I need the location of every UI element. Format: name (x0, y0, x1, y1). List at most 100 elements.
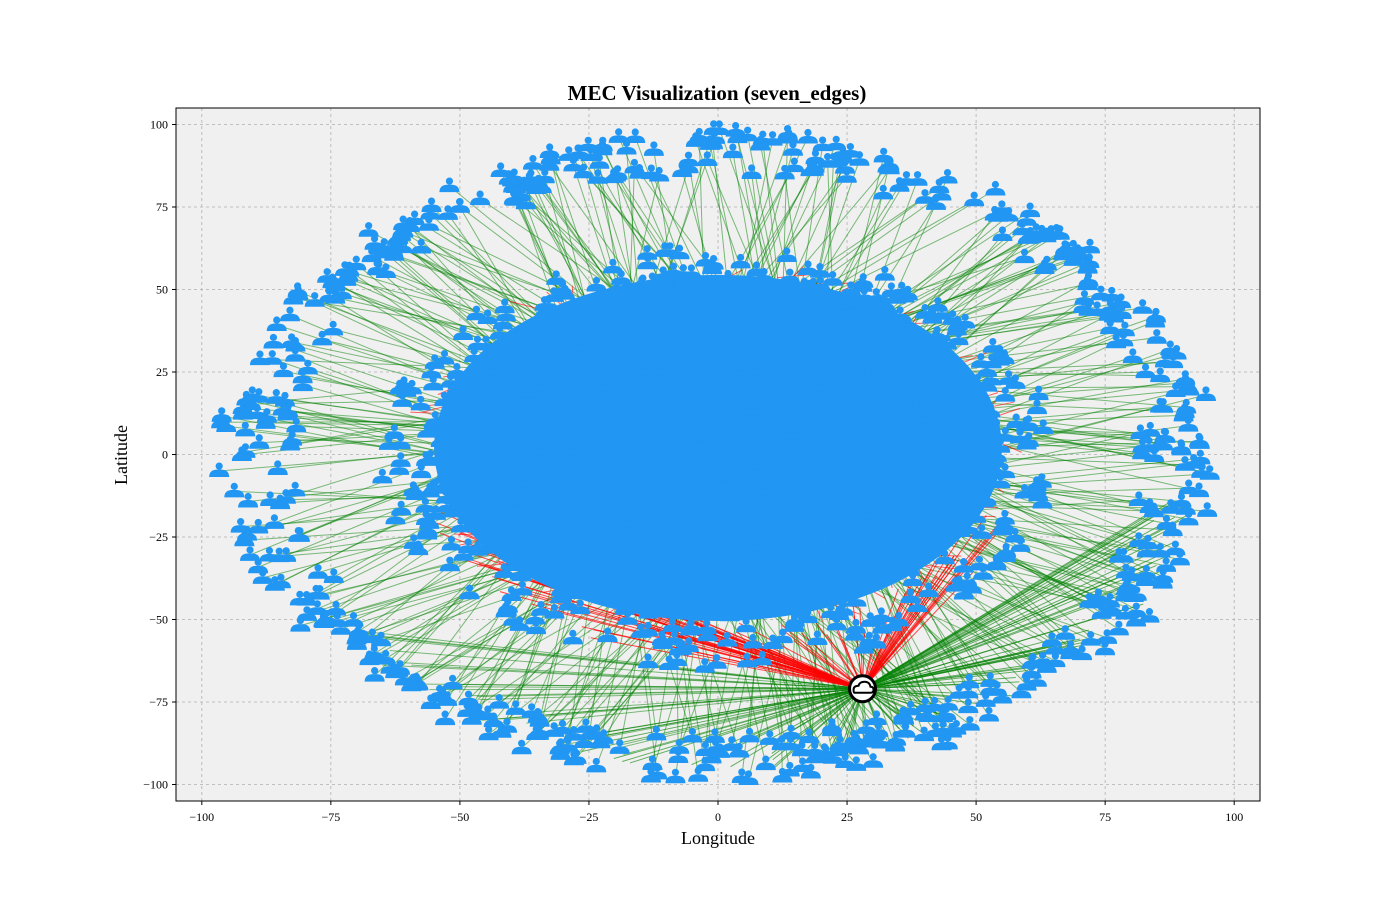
person-icon (660, 481, 681, 497)
person-icon (597, 627, 618, 643)
person-icon (730, 253, 751, 269)
edge-server-marker (848, 674, 878, 704)
person-icon (1036, 227, 1057, 243)
person-icon (442, 674, 463, 690)
person-icon (1023, 653, 1044, 668)
far-link-line (242, 413, 471, 458)
person-icon (945, 406, 966, 422)
near-link-line (862, 565, 955, 690)
far-link-line (577, 688, 863, 741)
person-icon (372, 468, 393, 484)
person-icon (755, 755, 776, 771)
person-icon (465, 504, 486, 520)
person-icon (868, 294, 889, 309)
far-link-line (937, 521, 1083, 655)
person-icon (640, 767, 661, 783)
far-link-line (452, 565, 554, 684)
person-icon (950, 522, 971, 538)
person-icon (781, 311, 802, 327)
y-tick-label: −25 (149, 530, 168, 544)
person-icon (593, 394, 614, 409)
person-icon (1087, 301, 1108, 316)
far-link-line (588, 590, 610, 734)
far-link-line (784, 151, 851, 296)
person-icon (442, 439, 463, 454)
person-icon (439, 556, 460, 572)
near-link-line (862, 588, 899, 689)
far-link-line (459, 206, 598, 311)
person-icon (829, 735, 850, 751)
person-icon (844, 378, 865, 394)
person-icon (706, 654, 727, 669)
person-icon (371, 631, 392, 647)
person-icon (737, 652, 758, 668)
person-icon (240, 546, 261, 561)
far-link-line (357, 569, 561, 637)
person-icon (791, 485, 812, 500)
person-icon (421, 197, 442, 213)
person-icon (477, 452, 498, 467)
person-icon (792, 757, 813, 772)
person-icon (804, 420, 825, 435)
person-icon (959, 673, 980, 689)
person-icon (435, 710, 456, 726)
person-icon (562, 629, 583, 645)
person-icon (593, 377, 614, 392)
person-icon (762, 364, 783, 379)
person-icon (441, 535, 462, 551)
person-icon (845, 562, 866, 578)
person-icon (593, 557, 614, 573)
person-icon (522, 155, 543, 170)
person-icon (270, 494, 291, 510)
person-icon (934, 549, 955, 565)
far-link-line (674, 603, 699, 776)
person-icon (922, 309, 943, 324)
person-icon (509, 330, 530, 346)
person-icon (289, 590, 310, 606)
person-icon (1130, 424, 1151, 440)
person-icon (1160, 340, 1181, 356)
far-link-line (757, 167, 846, 292)
person-icon (931, 393, 952, 409)
person-icon (498, 170, 519, 185)
person-icon (827, 480, 848, 495)
person-icon (798, 260, 819, 276)
person-icon (637, 254, 658, 270)
far-link-line (765, 144, 837, 293)
person-icon (696, 533, 717, 549)
person-icon (576, 317, 597, 333)
person-icon (437, 205, 458, 220)
y-tick-label: 25 (156, 365, 168, 379)
person-icon (444, 421, 465, 436)
person-icon (874, 266, 895, 281)
far-link-line (829, 179, 907, 307)
person-icon (484, 383, 505, 398)
person-icon (615, 576, 636, 591)
person-icon (807, 318, 828, 334)
far-link-line (874, 215, 1009, 326)
person-icon (429, 684, 450, 700)
person-icon (879, 159, 900, 175)
person-icon (651, 630, 672, 646)
person-icon (784, 157, 805, 173)
person-icon (923, 346, 944, 362)
person-icon (1197, 502, 1218, 517)
person-icon (678, 379, 699, 395)
person-icon (408, 540, 429, 556)
person-icon (946, 719, 967, 735)
person-icon (605, 408, 626, 424)
x-tick-label: −100 (189, 810, 214, 824)
far-link-line (409, 225, 522, 353)
person-icon (477, 309, 498, 324)
person-icon (307, 600, 328, 615)
person-icon (417, 521, 438, 537)
person-icon (1189, 434, 1210, 449)
far-link-line (370, 636, 863, 690)
person-icon (914, 705, 935, 721)
person-icon (1028, 385, 1049, 401)
person-icon (745, 337, 766, 353)
person-icon (552, 280, 573, 296)
far-link-line (813, 208, 1003, 303)
person-icon (632, 343, 653, 359)
person-icon (544, 603, 565, 619)
